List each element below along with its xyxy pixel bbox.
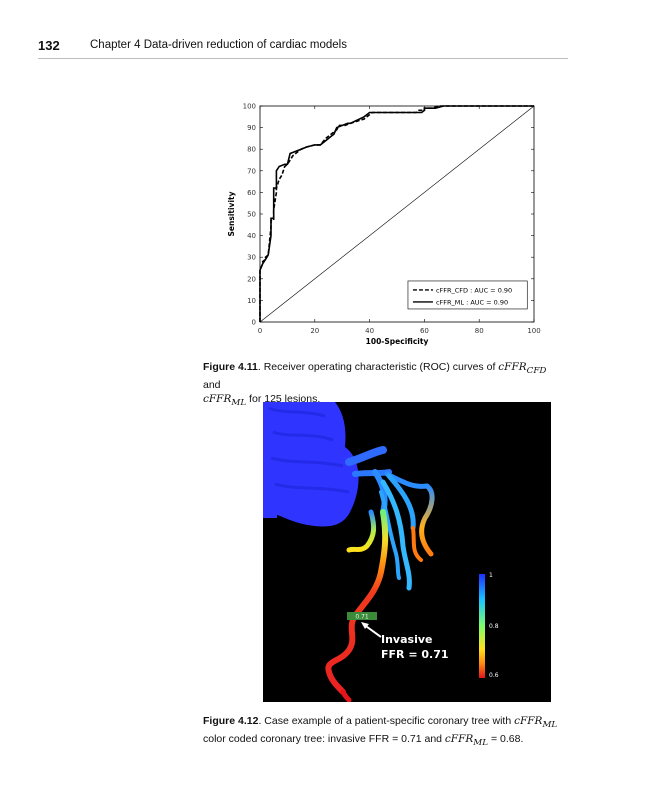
caption-var: cFFR <box>203 393 232 406</box>
roc-chart: 0 20 40 60 80 100 0 10 20 30 40 50 60 70 80 90 100 100-Sp… <box>227 103 541 347</box>
caption-sub: ML <box>231 398 247 409</box>
x-tick-label: 40 <box>365 327 374 335</box>
running-header: 132 Chapter 4 Data-driven reduction of c… <box>38 38 568 59</box>
legend-box <box>407 280 528 310</box>
y-tick-label: 0 <box>252 319 256 327</box>
legend-label: cFFR_ML : AUC = 0.90 <box>436 298 508 306</box>
x-tick-label: 0 <box>258 327 262 335</box>
x-axis-label: 100-Specificity <box>366 337 429 346</box>
caption-text: color coded coronary tree: invasive FFR … <box>203 733 445 746</box>
y-tick-label: 10 <box>247 297 256 305</box>
caption-text: . Case example of a patient-specific cor… <box>258 715 515 727</box>
figure-4-12-caption: Figure 4.12. Case example of a patient-s… <box>203 714 563 750</box>
legend-label: cFFR_CFD : AUC = 0.90 <box>436 286 512 294</box>
y-tick-label: 100 <box>243 103 256 111</box>
y-axis-label: Sensitivity <box>227 191 236 236</box>
caption-text: . Receiver operating characteristic (ROC… <box>257 361 499 373</box>
page-number: 132 <box>38 38 60 53</box>
coronary-tree-render: 0.71 Invasive FFR = 0.71 1 0.8 0.6 <box>263 402 499 702</box>
caption-text: and <box>203 379 221 392</box>
x-tick-label: 80 <box>475 327 484 335</box>
x-tick-label: 100 <box>527 327 540 335</box>
x-tick-label: 20 <box>310 327 319 335</box>
caption-sub: ML <box>542 720 558 731</box>
caption-var: cFFR <box>498 361 527 373</box>
y-tick-label: 40 <box>247 232 256 240</box>
figure-label: Figure 4.11 <box>203 361 258 373</box>
colorbar <box>479 574 485 678</box>
y-tick-label: 30 <box>247 254 256 262</box>
colorbar-tick-label: 0.6 <box>489 672 499 679</box>
colorbar-tick-label: 1 <box>489 572 493 579</box>
caption-sub: CFD <box>526 366 547 377</box>
coronary-tree-figure: 0.71 Invasive FFR = 0.71 1 0.8 0.6 <box>263 402 551 702</box>
series-line-1 <box>259 105 534 322</box>
annotation-ffr-value: FFR = 0.71 <box>381 648 449 661</box>
y-tick-label: 20 <box>247 275 256 283</box>
y-tick-label: 80 <box>247 146 256 154</box>
y-tick-label: 90 <box>247 124 256 132</box>
x-tick-label: 60 <box>420 327 429 335</box>
caption-text: = 0.68. <box>488 733 524 746</box>
caption-var: cFFR <box>444 733 474 746</box>
y-tick-label: 70 <box>247 167 256 175</box>
annotation-invasive: Invasive <box>381 633 432 646</box>
aorta-shape <box>263 402 359 527</box>
ffr-tag-text: 0.71 <box>355 614 369 621</box>
caption-sub: ML <box>473 738 489 749</box>
series-line-2 <box>259 105 535 323</box>
y-tick-label: 50 <box>247 211 256 219</box>
figure-label: Figure 4.12 <box>203 715 259 727</box>
colorbar-tick-label: 0.8 <box>489 623 499 630</box>
ffr-tag <box>347 612 377 620</box>
chapter-title: Chapter 4 Data-driven reduction of cardi… <box>90 39 347 51</box>
y-tick-label: 60 <box>247 189 256 197</box>
caption-var: cFFR <box>514 715 543 727</box>
